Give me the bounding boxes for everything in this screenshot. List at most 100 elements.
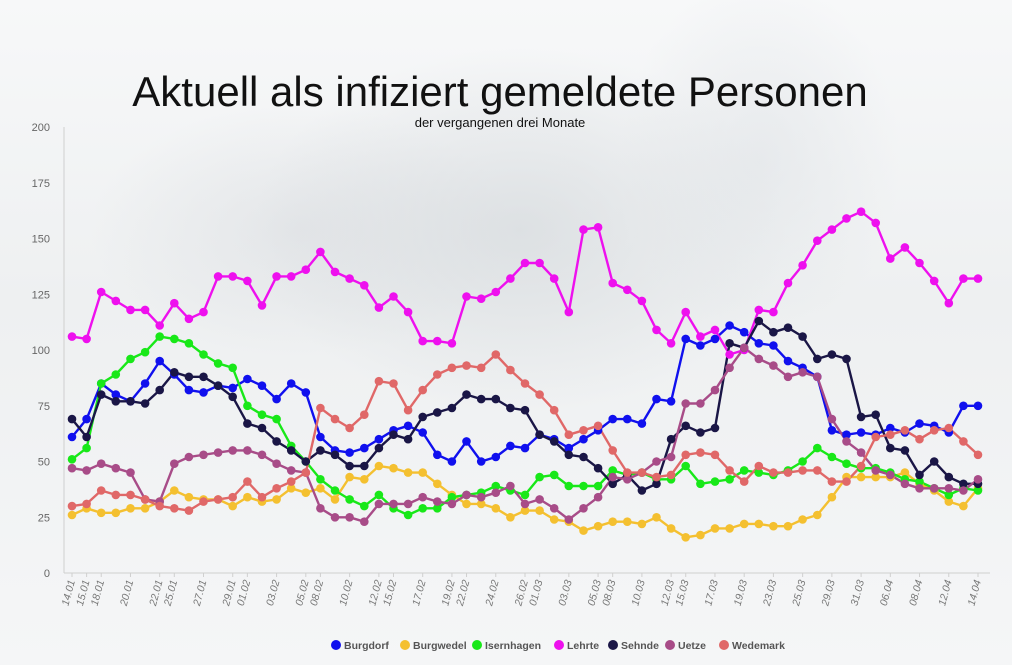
x-tick-label: 10.03 [629, 579, 647, 608]
data-point-isernhagen [418, 504, 428, 513]
data-point-lehrte [243, 276, 252, 286]
data-point-sehnde [418, 412, 428, 422]
data-point-isernhagen [316, 475, 325, 484]
data-point-burgwedel [345, 472, 354, 482]
data-point-wedemark [111, 490, 121, 500]
data-point-wedemark [462, 361, 471, 370]
data-point-burgdorf [403, 421, 413, 431]
data-point-uetze [564, 515, 574, 524]
data-point-wedemark [944, 423, 954, 433]
data-point-lehrte [813, 236, 822, 245]
data-point-isernhagen [403, 510, 413, 520]
data-point-lehrte [67, 332, 77, 341]
data-point-burgdorf [754, 339, 764, 348]
data-point-isernhagen [345, 495, 354, 504]
y-tick-label: 125 [32, 289, 50, 301]
data-point-wedemark [871, 432, 880, 442]
legend-label-uetze: Uetze [678, 640, 706, 652]
data-point-uetze [96, 459, 106, 469]
data-point-uetze [67, 463, 77, 473]
data-point-burgdorf [783, 356, 793, 366]
data-point-uetze [754, 354, 764, 364]
data-point-lehrte [783, 278, 793, 288]
data-point-burgdorf [579, 434, 588, 444]
data-point-burgdorf [696, 341, 705, 350]
data-point-uetze [973, 475, 983, 484]
data-point-sehnde [856, 412, 866, 422]
data-point-uetze [666, 452, 676, 462]
y-tick-label: 100 [32, 345, 50, 357]
data-point-uetze [257, 450, 267, 460]
data-point-lehrte [681, 307, 690, 317]
data-point-burgdorf [725, 321, 734, 330]
data-point-isernhagen [67, 455, 77, 464]
data-point-lehrte [301, 265, 311, 275]
data-point-uetze [462, 490, 471, 500]
legend-label-wedemark: Wedemark [732, 640, 785, 652]
data-point-lehrte [754, 305, 764, 315]
data-point-uetze [959, 486, 968, 495]
data-point-sehnde [243, 419, 252, 428]
data-point-sehnde [360, 461, 369, 471]
data-point-sehnde [535, 430, 544, 440]
x-tick-label: 23.03 [761, 579, 780, 609]
data-point-lehrte [871, 218, 880, 228]
data-point-wedemark [710, 450, 720, 460]
data-point-wedemark [301, 468, 311, 477]
legend-marker-isernhagen [472, 640, 482, 650]
data-point-wedemark [520, 379, 530, 388]
data-point-lehrte [929, 276, 939, 286]
data-point-lehrte [579, 225, 588, 234]
data-point-isernhagen [243, 401, 252, 411]
data-point-burgdorf [301, 388, 311, 397]
data-point-lehrte [725, 350, 734, 359]
y-tick-label: 75 [38, 401, 50, 413]
data-point-burgdorf [856, 428, 866, 437]
data-point-wedemark [82, 499, 91, 509]
data-point-burgdorf [243, 374, 252, 384]
data-point-burgwedel [111, 508, 121, 518]
data-point-wedemark [389, 379, 398, 388]
data-point-burgdorf [316, 432, 325, 442]
data-point-wedemark [739, 477, 749, 486]
data-point-burgdorf [491, 452, 501, 462]
data-point-burgwedel [491, 504, 501, 513]
data-point-sehnde [213, 381, 223, 391]
data-point-sehnde [140, 399, 150, 408]
data-point-wedemark [696, 448, 705, 457]
data-point-lehrte [666, 339, 676, 348]
data-point-burgwedel [637, 519, 647, 529]
data-point-lehrte [257, 301, 267, 310]
legend-marker-wedemark [719, 640, 729, 650]
legend-label-lehrte: Lehrte [567, 640, 599, 652]
data-point-lehrte [374, 303, 384, 312]
data-point-burgwedel [316, 484, 325, 493]
data-point-wedemark [842, 477, 851, 486]
x-tick-label: 10.02 [337, 579, 355, 608]
legend-marker-burgwedel [400, 640, 410, 650]
data-point-burgdorf [272, 394, 281, 404]
data-point-isernhagen [593, 481, 603, 491]
data-point-burgwedel [67, 510, 77, 520]
data-point-uetze [856, 448, 866, 457]
data-point-sehnde [696, 428, 705, 437]
x-tick-label: 19.03 [732, 579, 750, 608]
data-point-burgwedel [462, 499, 471, 509]
data-point-lehrte [856, 207, 866, 216]
data-point-burgdorf [447, 457, 457, 466]
data-point-wedemark [140, 495, 150, 504]
data-point-wedemark [316, 403, 325, 413]
data-point-sehnde [462, 390, 471, 399]
data-point-wedemark [476, 363, 486, 373]
data-point-sehnde [111, 397, 121, 406]
data-point-uetze [769, 361, 778, 370]
data-point-wedemark [126, 490, 135, 500]
data-point-lehrte [710, 325, 720, 335]
data-point-isernhagen [82, 443, 91, 453]
data-point-isernhagen [228, 363, 237, 373]
data-point-uetze [111, 463, 121, 473]
data-point-sehnde [330, 450, 340, 460]
data-point-burgwedel [433, 479, 442, 489]
data-point-uetze [549, 504, 559, 513]
